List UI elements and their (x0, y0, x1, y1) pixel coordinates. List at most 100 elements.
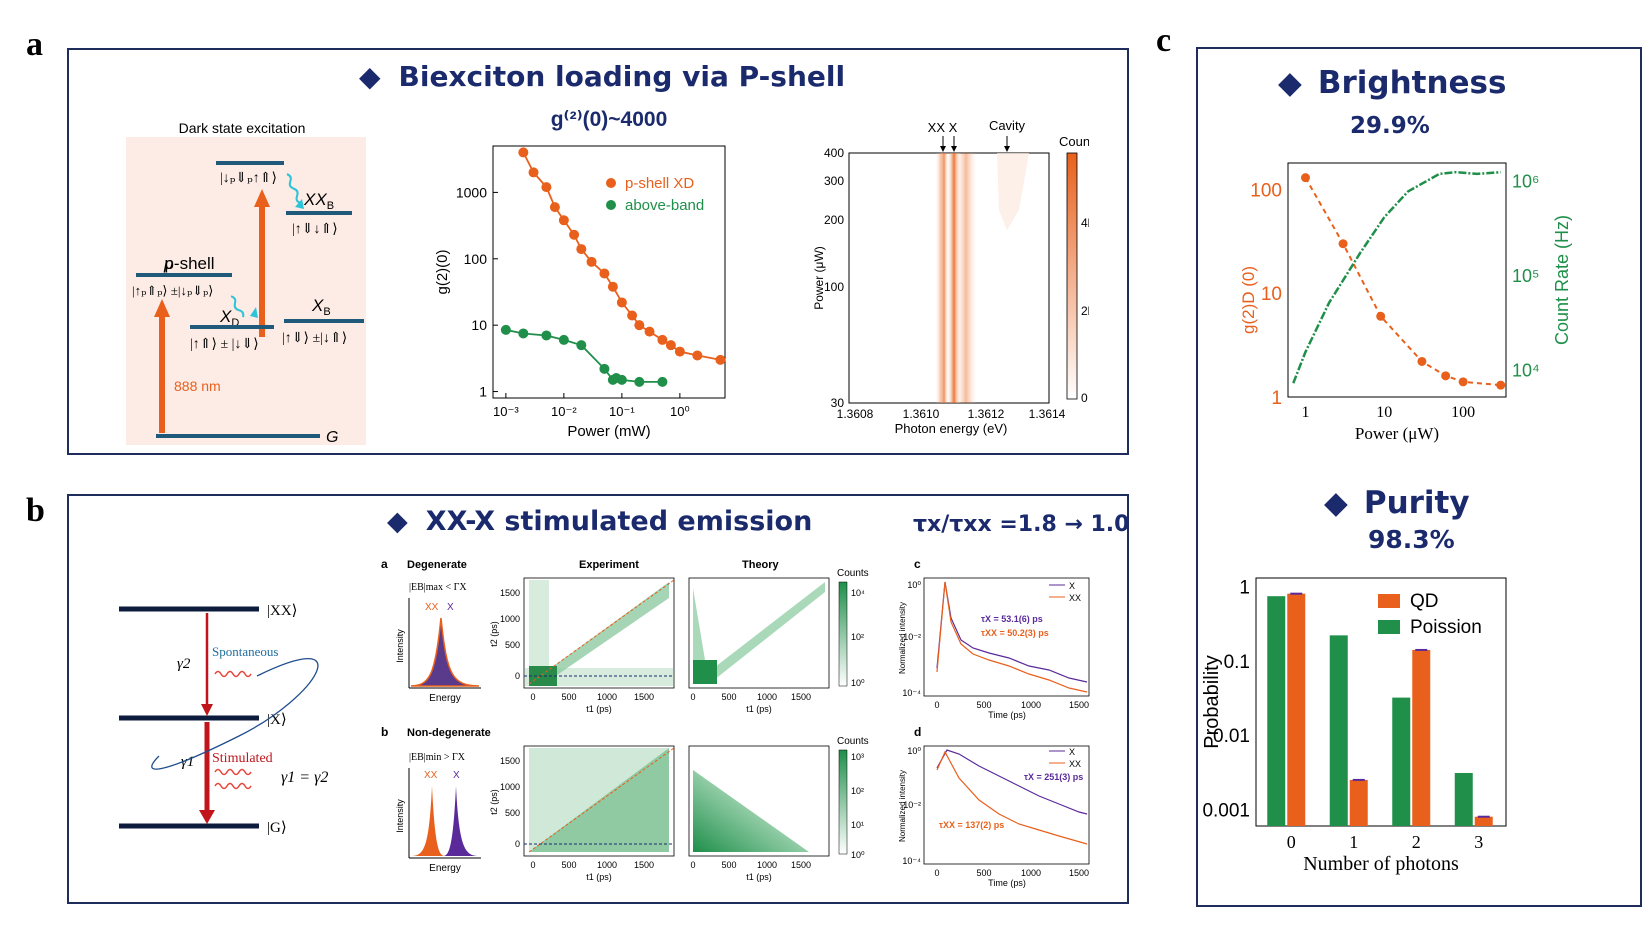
cavity-annotation: Cavity (989, 118, 1026, 133)
g2-data-point (541, 182, 552, 193)
colorbar-title: Counts (1059, 134, 1089, 149)
cavity-pointer-head-icon (1004, 146, 1010, 152)
brightness-xlabel: Power (μW) (1355, 424, 1439, 443)
brightness-title: ◆ Brightness (1278, 65, 1506, 101)
t2-label-bottom: t2 (ps) (489, 789, 499, 815)
svg-text:30: 30 (831, 396, 845, 410)
heatmap-y-ticks: 400 300 200 100 30 (824, 146, 844, 410)
svg-text:X: X (453, 770, 460, 781)
svg-text:τX = 251(3) ps: τX = 251(3) ps (1024, 772, 1083, 782)
panel-a-title: ◆ Biexciton loading via P-shell (359, 60, 845, 93)
g2-data-point (674, 346, 685, 357)
spontaneous-photon-icon (214, 670, 252, 678)
svg-text:1000: 1000 (757, 692, 777, 702)
svg-text:500: 500 (976, 700, 991, 710)
svg-text:1.3610: 1.3610 (903, 407, 940, 421)
theory-map-degenerate (688, 577, 830, 689)
svg-text:10⁴: 10⁴ (851, 588, 865, 598)
svg-text:1000: 1000 (500, 782, 520, 792)
pshell-label: pp-shell (163, 254, 215, 273)
g2-data-point (576, 340, 587, 351)
g2-data-point (627, 310, 638, 321)
panel-a-title-text: Biexciton loading via P-shell (398, 60, 846, 93)
svg-text:1000: 1000 (500, 614, 520, 624)
degenerate-label: Degenerate (407, 559, 467, 571)
purity-title: ◆ Purity (1324, 485, 1470, 521)
g2-data-point (715, 354, 726, 365)
svg-text:1.3608: 1.3608 (837, 407, 874, 421)
svg-text:10⁻²: 10⁻² (903, 800, 921, 810)
purity-y-tick: 0.001 (1202, 801, 1250, 822)
decay-curve-nondegenerate: X XX τX = 251(3) ps τXX = 137(2) ps (923, 745, 1090, 865)
svg-text:500: 500 (721, 692, 736, 702)
panel-b: ◆ XX-X stimulated emission τx/τxx =1.8 → … (67, 494, 1129, 904)
panel-label-b: b (26, 492, 45, 529)
norm-intensity-c: Normalized intensity (898, 602, 907, 674)
svg-text:1500: 1500 (634, 860, 654, 870)
photon-energy-heatmap: XX X Cavity 400 300 200 100 30 Power (μW… (812, 118, 1089, 436)
svg-text:1500: 1500 (500, 588, 520, 598)
experiment-header: Experiment (579, 559, 639, 571)
g2-y-tick: 1 (479, 384, 487, 400)
purity-bar-poission (1454, 772, 1473, 826)
theory-map-nondegenerate (688, 745, 830, 857)
xxb-label: XXB (303, 190, 334, 212)
nondegenerate-spectrum: XX X Intensity Energy (395, 768, 481, 874)
g2-data-point (518, 328, 529, 339)
diamond-bullet-icon: ◆ (1324, 485, 1348, 521)
stimulated-photon-1-icon (214, 768, 252, 776)
colorbar-top-ticks: 10⁴ 10² 10⁰ (851, 588, 865, 688)
g2-data-point (549, 202, 560, 213)
g2-y-tick: 1000 (456, 184, 487, 200)
relax-arrowhead-icon (250, 307, 258, 318)
g2-legend-marker (606, 200, 616, 210)
svg-text:0: 0 (690, 692, 695, 702)
time-label-c: Time (ps) (988, 710, 1026, 720)
colorbar-top (838, 581, 848, 687)
purity-ylabel: Probability (1201, 655, 1223, 748)
purity-y-tick: 0.01 (1213, 726, 1250, 747)
eb-max: |EB|max < ΓX (409, 582, 467, 593)
ground-label: G (326, 429, 338, 446)
xb-label: XB (311, 296, 331, 318)
svg-text:300: 300 (824, 174, 844, 188)
svg-text:τX = 53.1(6) ps: τX = 53.1(6) ps (981, 614, 1043, 624)
panel-label-c: c (1156, 22, 1172, 59)
svg-text:1500: 1500 (1069, 700, 1089, 710)
panel-c: ◆ Brightness 29.9% 100 10 1 10⁶ 10⁵ 10⁴ 1 10 100 P… (1196, 47, 1642, 907)
cavity-feature (997, 153, 1029, 230)
svg-text:Intensity: Intensity (395, 799, 405, 833)
g2-data-point (644, 326, 655, 337)
t1-label-top-theory: t1 (ps) (746, 704, 772, 714)
g2-ylabel: g(2)(0) (434, 249, 451, 294)
purity-y-tick: 0.1 (1224, 652, 1250, 673)
svg-text:10⁻²: 10⁻² (903, 632, 921, 642)
svg-text:1000: 1000 (597, 860, 617, 870)
svg-text:1500: 1500 (791, 692, 811, 702)
svg-text:1.3612: 1.3612 (968, 407, 1005, 421)
purity-title-text: Purity (1363, 485, 1470, 521)
svg-text:10⁰: 10⁰ (851, 850, 865, 860)
xx-emission-core (939, 153, 949, 403)
pshell-state: |↑ₚ⇑ₚ⟩ ±|↓ₚ⇓ₚ⟩ (132, 283, 213, 298)
diamond-bullet-icon: ◆ (387, 506, 408, 537)
svg-text:Intensity: Intensity (395, 629, 405, 663)
svg-text:10⁰: 10⁰ (907, 746, 921, 756)
xx-decay-arrowhead-icon (201, 704, 213, 716)
wavy-arrowhead-icon (295, 199, 304, 209)
svg-text:500: 500 (505, 640, 520, 650)
decay-curve-degenerate: X XX τX = 53.1(6) ps τXX = 50.2(3) ps (923, 577, 1090, 697)
panel-b-title: ◆ XX-X stimulated emission (387, 506, 812, 537)
spontaneous-label: Spontaneous (212, 644, 278, 659)
x-emission-core (947, 153, 961, 403)
x-state: |X⟩ (267, 712, 287, 728)
svg-text:0: 0 (515, 671, 520, 681)
g2-data-point (657, 376, 668, 387)
g2-dashed-curve (1304, 177, 1501, 387)
svg-text:1500: 1500 (1069, 868, 1089, 878)
sub-label-c: c (914, 557, 921, 571)
colorbar (1066, 152, 1078, 400)
svg-text:0: 0 (690, 860, 695, 870)
wavelength-label: 888 nm (174, 378, 221, 394)
g2-data-point (616, 297, 627, 308)
